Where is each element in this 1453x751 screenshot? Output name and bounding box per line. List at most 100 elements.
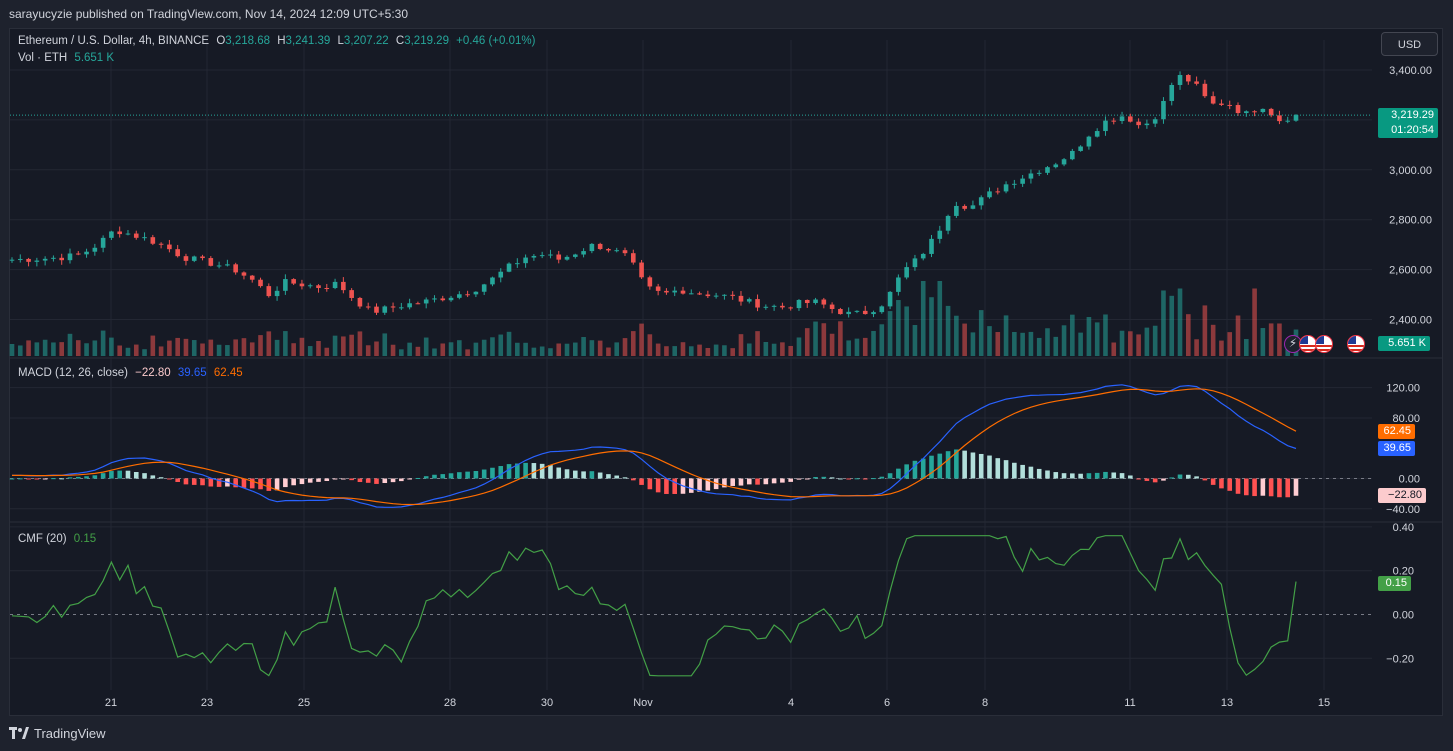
candle bbox=[564, 256, 570, 260]
macd-histogram-bar bbox=[697, 478, 702, 492]
candle bbox=[1268, 108, 1274, 116]
macd-axis-tick: −40.00 bbox=[1386, 504, 1420, 516]
volume-bar bbox=[920, 281, 926, 356]
macd-histogram-bar bbox=[316, 478, 321, 482]
candle bbox=[133, 233, 139, 238]
candle bbox=[382, 306, 388, 313]
macd-histogram-bar bbox=[423, 476, 429, 479]
macd-histogram-bar bbox=[1070, 473, 1075, 479]
macd-histogram-bar bbox=[1243, 478, 1249, 496]
macd-histogram-bar bbox=[100, 473, 106, 479]
macd-legend: MACD (12, 26, close) −22.80 39.65 62.45 bbox=[18, 367, 247, 379]
us-flag-event-icon[interactable] bbox=[1299, 335, 1317, 353]
macd-histogram-bar bbox=[1045, 470, 1050, 479]
volume-bar bbox=[307, 346, 313, 356]
macd-histogram-bar bbox=[1036, 468, 1042, 479]
macd-histogram-bar bbox=[606, 474, 611, 479]
candle bbox=[639, 262, 644, 278]
symbol-label[interactable]: Ethereum / U.S. Dollar, 4h, BINANCE bbox=[18, 35, 210, 47]
macd-histogram-bar bbox=[548, 465, 553, 479]
volume-bar bbox=[730, 348, 735, 356]
time-axis-tick: 30 bbox=[541, 697, 553, 709]
candle bbox=[664, 290, 669, 293]
close-key: C bbox=[395, 35, 405, 47]
candle bbox=[473, 291, 479, 295]
candle bbox=[100, 237, 106, 248]
candle bbox=[978, 197, 984, 206]
macd-histogram-bar bbox=[191, 478, 197, 485]
us-flag-event-icon[interactable] bbox=[1347, 335, 1365, 353]
macd-histogram-bar bbox=[821, 476, 827, 479]
macd-histogram-bar bbox=[1061, 473, 1067, 479]
candle bbox=[672, 290, 678, 293]
macd-histogram-bar bbox=[912, 460, 918, 479]
candle bbox=[399, 307, 404, 309]
macd-histogram-bar bbox=[307, 478, 313, 483]
candle bbox=[738, 295, 744, 302]
volume-bar bbox=[672, 346, 678, 356]
volume-bar bbox=[879, 324, 885, 356]
volume-bar bbox=[912, 325, 918, 356]
macd-histogram-bar bbox=[274, 478, 280, 491]
currency-button[interactable]: USD bbox=[1381, 32, 1438, 56]
candle bbox=[1202, 83, 1208, 97]
candle bbox=[490, 277, 495, 285]
macd-histogram-bar bbox=[945, 451, 951, 479]
time-axis-tick: 13 bbox=[1221, 697, 1233, 709]
cmf-axis-tick: 0.00 bbox=[1393, 610, 1414, 622]
macd-histogram-bar bbox=[283, 478, 288, 488]
volume-bar bbox=[995, 332, 1001, 356]
volume-bar bbox=[937, 281, 943, 356]
candle bbox=[51, 257, 56, 259]
candle bbox=[871, 312, 876, 315]
candle bbox=[26, 258, 31, 262]
us-flag-event-icon[interactable] bbox=[1315, 335, 1333, 353]
volume-bar bbox=[1020, 332, 1025, 356]
volume-bar bbox=[241, 338, 247, 356]
volume-bar bbox=[349, 334, 354, 356]
macd-key[interactable]: MACD (12, 26, close) bbox=[18, 367, 128, 379]
candle bbox=[1260, 108, 1266, 113]
macd-histogram-bar bbox=[954, 449, 959, 479]
volume-key[interactable]: Vol · ETH bbox=[18, 52, 68, 64]
macd-histogram-bar bbox=[771, 478, 777, 484]
volume-bar bbox=[763, 341, 769, 356]
volume-price-label: 5.651 K bbox=[1378, 336, 1430, 351]
candle bbox=[1277, 115, 1282, 122]
chart-frame[interactable] bbox=[9, 28, 1443, 716]
volume-bar bbox=[929, 297, 934, 356]
cmf-axis-tick: 0.20 bbox=[1393, 566, 1414, 578]
candle bbox=[597, 243, 603, 249]
macd-histogram-bar bbox=[647, 478, 653, 490]
candle bbox=[233, 264, 238, 273]
macd-histogram-bar bbox=[1252, 478, 1257, 497]
candle bbox=[1045, 167, 1050, 173]
macd-histogram-bar bbox=[216, 478, 222, 487]
low-value: 3,207.22 bbox=[343, 35, 389, 47]
macd-histogram-bar bbox=[854, 478, 860, 480]
volume-bar bbox=[606, 347, 611, 356]
candle bbox=[929, 238, 934, 254]
cmf-axis-tick: 0.40 bbox=[1393, 522, 1414, 534]
macd-histogram-bar bbox=[357, 478, 363, 483]
candle bbox=[730, 294, 735, 296]
macd-histogram-bar bbox=[688, 478, 694, 493]
volume-bar bbox=[324, 347, 330, 356]
candle bbox=[258, 279, 263, 287]
macd-histogram-bar bbox=[1210, 478, 1216, 485]
volume-bar bbox=[697, 344, 702, 356]
volume-value: 5.651 K bbox=[74, 52, 115, 64]
footer-brand[interactable]: TradingView bbox=[9, 722, 106, 744]
cmf-key[interactable]: CMF (20) bbox=[18, 533, 67, 545]
time-axis-tick: 25 bbox=[298, 697, 310, 709]
macd-histogram-bar bbox=[142, 473, 147, 479]
volume-bar bbox=[17, 345, 23, 356]
macd-histogram-bar bbox=[788, 478, 793, 482]
volume-bar bbox=[1219, 340, 1224, 356]
volume-bar bbox=[871, 330, 876, 356]
volume-bar bbox=[1012, 332, 1017, 356]
macd-histogram-bar bbox=[846, 478, 851, 480]
candle bbox=[1169, 84, 1175, 101]
volume-bar bbox=[457, 340, 462, 356]
